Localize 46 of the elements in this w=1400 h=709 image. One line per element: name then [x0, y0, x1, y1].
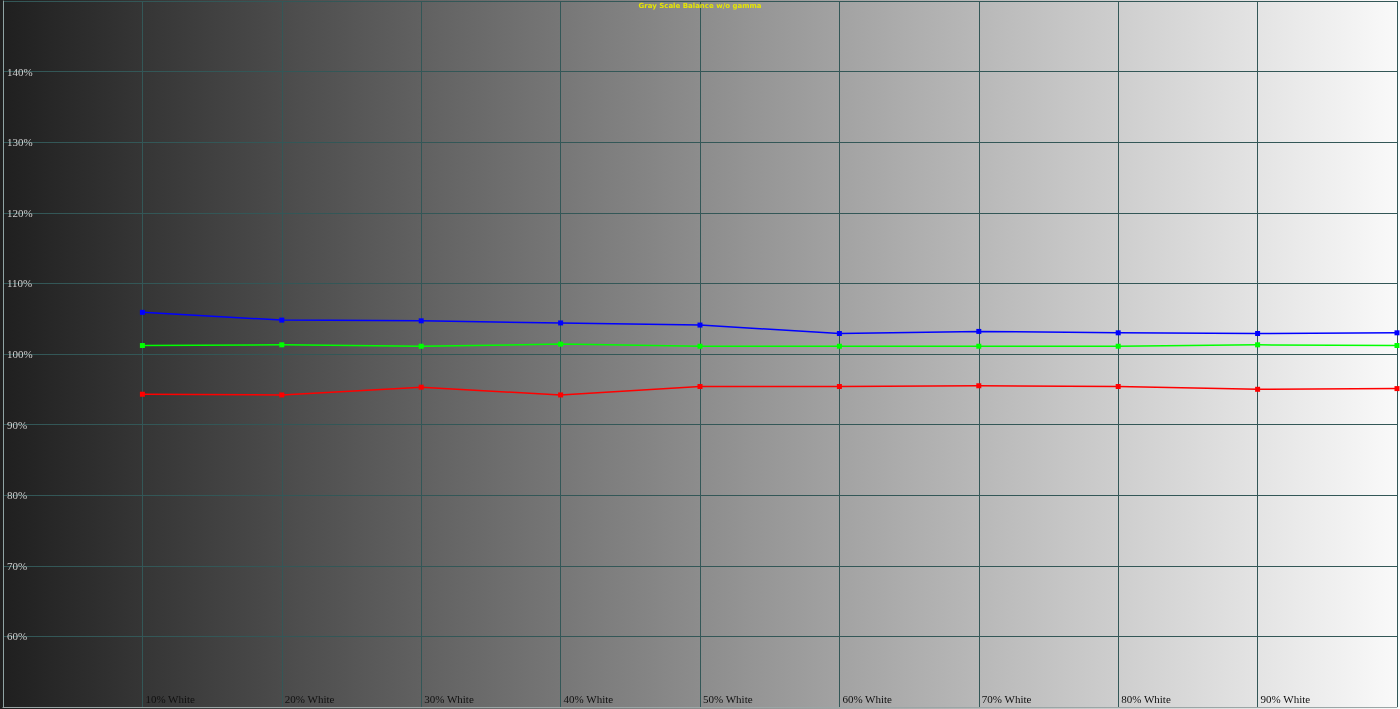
point	[139, 391, 145, 397]
point	[1255, 386, 1261, 392]
point	[836, 331, 842, 337]
point	[139, 343, 145, 349]
point	[418, 384, 424, 390]
point	[1115, 330, 1121, 336]
point	[1394, 386, 1400, 392]
point	[697, 343, 703, 349]
point	[139, 309, 145, 315]
x-tick-label: 50% White	[703, 692, 753, 705]
y-tick-label: 90%	[7, 418, 28, 431]
point	[1394, 330, 1400, 336]
y-tick-label: 120%	[7, 206, 33, 219]
y-tick-label: 100%	[7, 348, 33, 360]
point	[279, 392, 285, 398]
x-tick-label: 60% White	[842, 692, 893, 705]
x-tick-label: 90% White	[1260, 692, 1311, 705]
point	[1115, 383, 1121, 389]
point	[976, 383, 982, 389]
point	[279, 342, 285, 348]
point	[836, 343, 842, 349]
x-tick-label: 80% White	[1121, 692, 1171, 705]
point	[418, 343, 424, 349]
point	[558, 320, 564, 326]
point	[1255, 331, 1261, 337]
point	[1255, 342, 1261, 348]
point	[279, 317, 285, 323]
y-tick-label: 130%	[7, 136, 33, 149]
point	[558, 341, 564, 347]
y-tick-label: 70%	[7, 559, 28, 572]
point	[558, 392, 564, 398]
y-tick-label: 110%	[7, 277, 33, 290]
point	[1394, 343, 1400, 349]
point	[1115, 343, 1121, 349]
x-tick-label: 30% White	[424, 692, 474, 705]
point	[976, 343, 982, 349]
y-tick-label: 80%	[7, 489, 28, 502]
y-tick-label: 60%	[7, 630, 28, 643]
x-tick-label: 70% White	[981, 692, 1032, 705]
point	[418, 318, 424, 324]
point	[836, 383, 842, 389]
x-tick-label: 40% White	[563, 692, 614, 705]
y-tick-label: 140%	[7, 65, 33, 78]
point	[697, 322, 703, 328]
point	[697, 383, 703, 389]
point	[976, 328, 982, 334]
